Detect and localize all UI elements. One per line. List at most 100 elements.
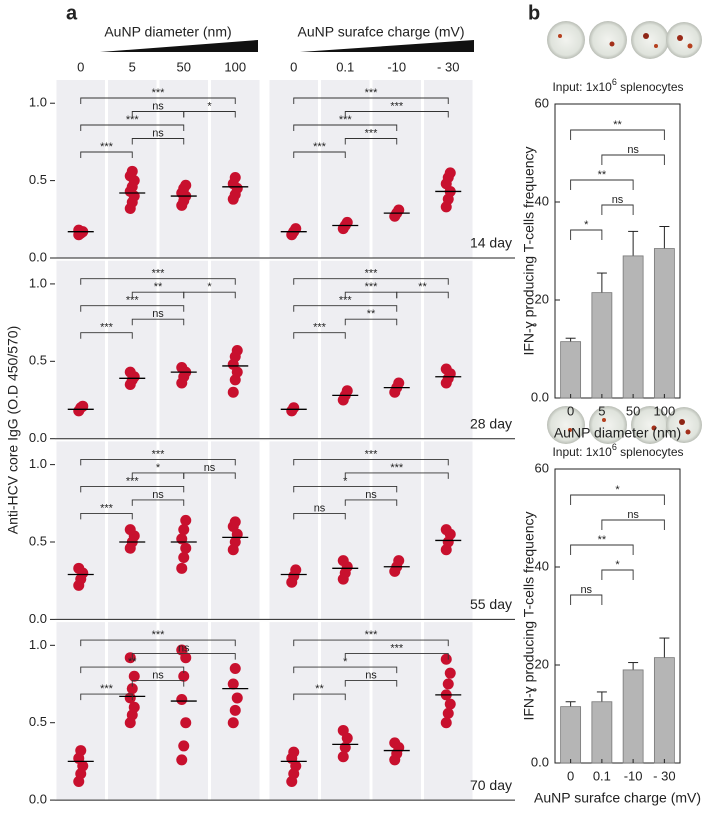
y-tick-label: 0.5 — [29, 714, 47, 729]
significance-bracket — [80, 97, 236, 104]
significance-bracket — [80, 124, 185, 131]
data-point — [229, 704, 241, 716]
significance-bracket — [293, 332, 346, 339]
significance-bracket — [344, 138, 398, 145]
data-point — [176, 693, 188, 705]
well — [547, 406, 585, 444]
data-point — [180, 542, 192, 554]
data-point — [176, 562, 188, 574]
significance-bracket — [601, 204, 634, 215]
data-point — [288, 402, 300, 414]
significance-label: *** — [100, 502, 114, 514]
significance-label: ** — [598, 169, 607, 181]
significance-bracket — [293, 666, 398, 674]
data-point — [227, 717, 239, 729]
data-point — [393, 555, 405, 567]
category-band — [372, 622, 421, 801]
significance-label: *** — [152, 268, 166, 280]
panel-label: b — [528, 2, 540, 24]
spot — [679, 419, 685, 425]
x-tick-label: - 30 — [437, 59, 459, 74]
x-tick-label: 50 — [177, 59, 191, 74]
spot — [558, 34, 562, 38]
y-tick-label: 0.0 — [29, 611, 47, 626]
data-point — [124, 652, 136, 664]
significance-label: *** — [365, 281, 379, 293]
y-tick-label: 20 — [535, 656, 549, 671]
data-point — [389, 737, 401, 749]
significance-label: ns — [152, 489, 164, 501]
x-tick-label: -10 — [624, 768, 643, 783]
significance-bracket — [344, 472, 449, 479]
input-rest: splenocytes — [617, 445, 684, 459]
significance-label: * — [343, 475, 348, 487]
significance-label: *** — [152, 629, 166, 641]
category-band — [372, 441, 421, 620]
data-point — [128, 670, 140, 682]
y-tick-label: 60 — [535, 95, 549, 110]
category-band — [56, 441, 105, 620]
significance-bracket — [570, 544, 634, 555]
significance-bracket — [293, 305, 398, 312]
group-title: AuNP surafce charge (mV) — [297, 24, 464, 40]
significance-label: *** — [390, 100, 404, 112]
significance-label: * — [207, 100, 212, 112]
y-tick-label: 40 — [535, 558, 549, 573]
data-point — [229, 663, 241, 675]
significance-label: * — [156, 462, 161, 474]
significance-label: * — [615, 484, 620, 496]
bar — [591, 701, 613, 764]
y-tick-label: 0.0 — [29, 430, 47, 445]
category-band — [159, 260, 208, 439]
x-tick-label: 50 — [626, 403, 640, 418]
x-tick-label: -10 — [387, 59, 406, 74]
significance-bracket — [344, 318, 398, 326]
wells-top — [547, 21, 702, 59]
significance-bracket — [80, 485, 185, 493]
significance-label: * — [207, 281, 212, 293]
data-point — [126, 683, 138, 695]
significance-label: ns — [152, 127, 164, 139]
data-point — [444, 698, 456, 710]
significance-label: *** — [365, 268, 379, 280]
x-tick-label: 0 — [567, 403, 574, 418]
significance-bracket — [80, 639, 236, 647]
category-band — [321, 260, 370, 439]
data-point — [77, 400, 89, 412]
category-band — [372, 80, 421, 258]
spot — [687, 43, 693, 49]
significance-bracket — [293, 485, 398, 493]
y-axis-label: Anti-HCV core IgG (O.D 450/570) — [5, 326, 21, 535]
data-point — [176, 362, 188, 373]
well — [589, 406, 627, 444]
size-wedge — [100, 40, 258, 52]
category-band — [321, 622, 370, 801]
significance-label: *** — [126, 114, 140, 126]
y-tick-label: 0.5 — [29, 172, 47, 187]
significance-bracket — [131, 653, 236, 660]
y-axis-label: IFN-ɣ producing T-cells frequency — [521, 146, 537, 355]
category-band — [269, 441, 318, 620]
data-point — [229, 172, 241, 184]
significance-label: * — [584, 219, 589, 231]
significance-label: *** — [390, 643, 404, 655]
input-text: Input: 1x10 — [552, 80, 612, 94]
row-label: 28 day — [470, 415, 512, 431]
significance-bracket — [570, 129, 665, 140]
significance-bracket — [601, 519, 665, 530]
bar — [653, 248, 675, 399]
data-point — [128, 701, 140, 713]
data-point — [440, 717, 452, 729]
significance-bracket — [80, 151, 133, 158]
significance-bracket — [293, 278, 449, 285]
significance-bracket — [80, 332, 133, 339]
input-label: Input: 1x106 splenocytes — [552, 77, 683, 94]
x-tick-label: 100 — [224, 59, 246, 74]
significance-bracket — [131, 138, 185, 145]
y-tick-label: 0.5 — [29, 533, 47, 548]
significance-label: ns — [152, 670, 164, 682]
significance-label: ns — [178, 643, 190, 655]
significance-label: ** — [154, 281, 163, 293]
significance-label: *** — [100, 141, 114, 153]
significance-bracket — [293, 124, 398, 131]
